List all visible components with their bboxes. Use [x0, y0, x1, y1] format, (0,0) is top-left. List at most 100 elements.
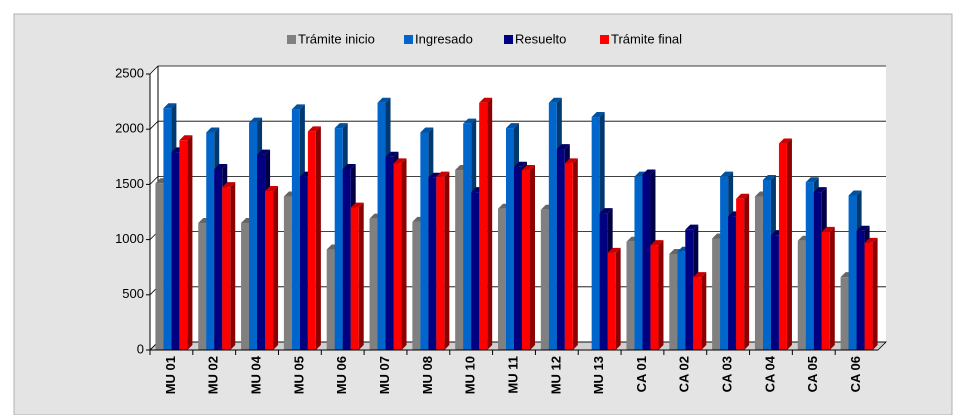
bar	[214, 168, 223, 350]
bar-top	[334, 123, 348, 129]
bar	[463, 123, 472, 351]
bar	[736, 198, 745, 350]
bar	[564, 163, 573, 350]
x-tick-label: MU 08	[420, 356, 435, 394]
legend-swatch	[404, 35, 413, 44]
bar-side	[487, 97, 493, 350]
bar-side	[358, 202, 364, 350]
bar	[754, 196, 763, 350]
bar-top	[591, 112, 605, 118]
grid-line-side	[149, 120, 159, 130]
bar-side	[572, 158, 578, 350]
x-tick-label: MU 10	[463, 356, 478, 394]
bar	[350, 207, 359, 350]
bar-top	[265, 186, 279, 192]
x-tick-label: MU 05	[291, 356, 306, 394]
bar	[762, 179, 771, 350]
bar-top	[599, 208, 613, 214]
bar	[848, 195, 857, 350]
bar	[540, 209, 549, 350]
bar-side	[401, 158, 407, 350]
bar-side	[786, 138, 792, 350]
bar-top	[693, 272, 707, 278]
legend-swatch	[600, 35, 609, 44]
bar	[198, 223, 207, 350]
bar	[377, 102, 386, 350]
bar-top	[856, 225, 870, 231]
bar	[498, 208, 506, 350]
bar	[206, 132, 215, 350]
bar-top	[249, 117, 263, 123]
bar	[677, 251, 686, 350]
bar	[334, 128, 343, 350]
bar	[693, 277, 702, 350]
bar	[171, 152, 180, 350]
bar-top	[350, 202, 364, 208]
bar	[728, 216, 737, 350]
bar-top	[642, 169, 656, 175]
y-tick-label: 2000	[115, 121, 144, 136]
x-tick-label: MU 06	[334, 356, 349, 394]
bar	[479, 102, 488, 350]
bar	[607, 252, 616, 350]
bar	[626, 241, 635, 350]
x-tick-label: MU 02	[206, 356, 221, 394]
legend-label: Ingresado	[415, 31, 473, 46]
bar	[307, 131, 316, 350]
bar-top	[206, 127, 220, 133]
bar-top	[736, 193, 750, 199]
bar	[265, 191, 274, 350]
bar-side	[658, 240, 664, 350]
bar-top	[720, 171, 734, 177]
bar-side	[701, 272, 707, 350]
bar	[283, 196, 292, 350]
bar	[291, 109, 300, 350]
bar	[778, 143, 787, 350]
bar-top	[762, 174, 776, 180]
bar	[385, 156, 394, 350]
x-tick-label: MU 01	[163, 356, 178, 394]
y-tick-label: 500	[122, 286, 144, 301]
x-tick-label: MU 13	[591, 356, 606, 394]
bar-top	[463, 118, 477, 124]
bar-top	[514, 161, 527, 167]
bar	[326, 249, 335, 350]
bar-top	[179, 135, 193, 141]
bar-side	[615, 247, 621, 350]
x-tick-label: MU 12	[548, 356, 563, 394]
bar	[241, 223, 250, 350]
bar-top	[506, 123, 519, 129]
bar	[514, 166, 522, 350]
bar-top	[222, 182, 236, 188]
bar	[821, 231, 830, 350]
bar	[856, 230, 865, 350]
x-tick-label: CA 05	[805, 356, 820, 392]
bar	[506, 128, 514, 350]
x-tick-label: CA 01	[634, 356, 649, 392]
bar	[393, 163, 402, 350]
bar-side	[444, 171, 450, 350]
bar-top	[428, 172, 442, 178]
x-tick-label: CA 02	[677, 356, 692, 392]
x-tick-label: CA 04	[762, 355, 777, 392]
bar-top	[479, 97, 493, 103]
bar-side	[315, 126, 321, 351]
y-tick-label: 0	[137, 341, 144, 356]
legend-label: Trámite inicio	[298, 31, 375, 46]
bar-side	[872, 237, 878, 350]
bar	[813, 192, 822, 350]
bar-top	[821, 226, 835, 232]
bar-top	[556, 144, 570, 150]
x-tick-label: MU 11	[505, 356, 520, 394]
bar-top	[864, 237, 878, 243]
bar	[471, 192, 480, 350]
bar	[299, 176, 308, 350]
bar-top	[307, 126, 321, 132]
bar-top	[650, 240, 664, 246]
bar-top	[436, 171, 450, 177]
bar	[522, 170, 530, 350]
bar	[369, 218, 378, 350]
y-tick-label: 1000	[115, 231, 144, 246]
bar	[770, 235, 779, 350]
